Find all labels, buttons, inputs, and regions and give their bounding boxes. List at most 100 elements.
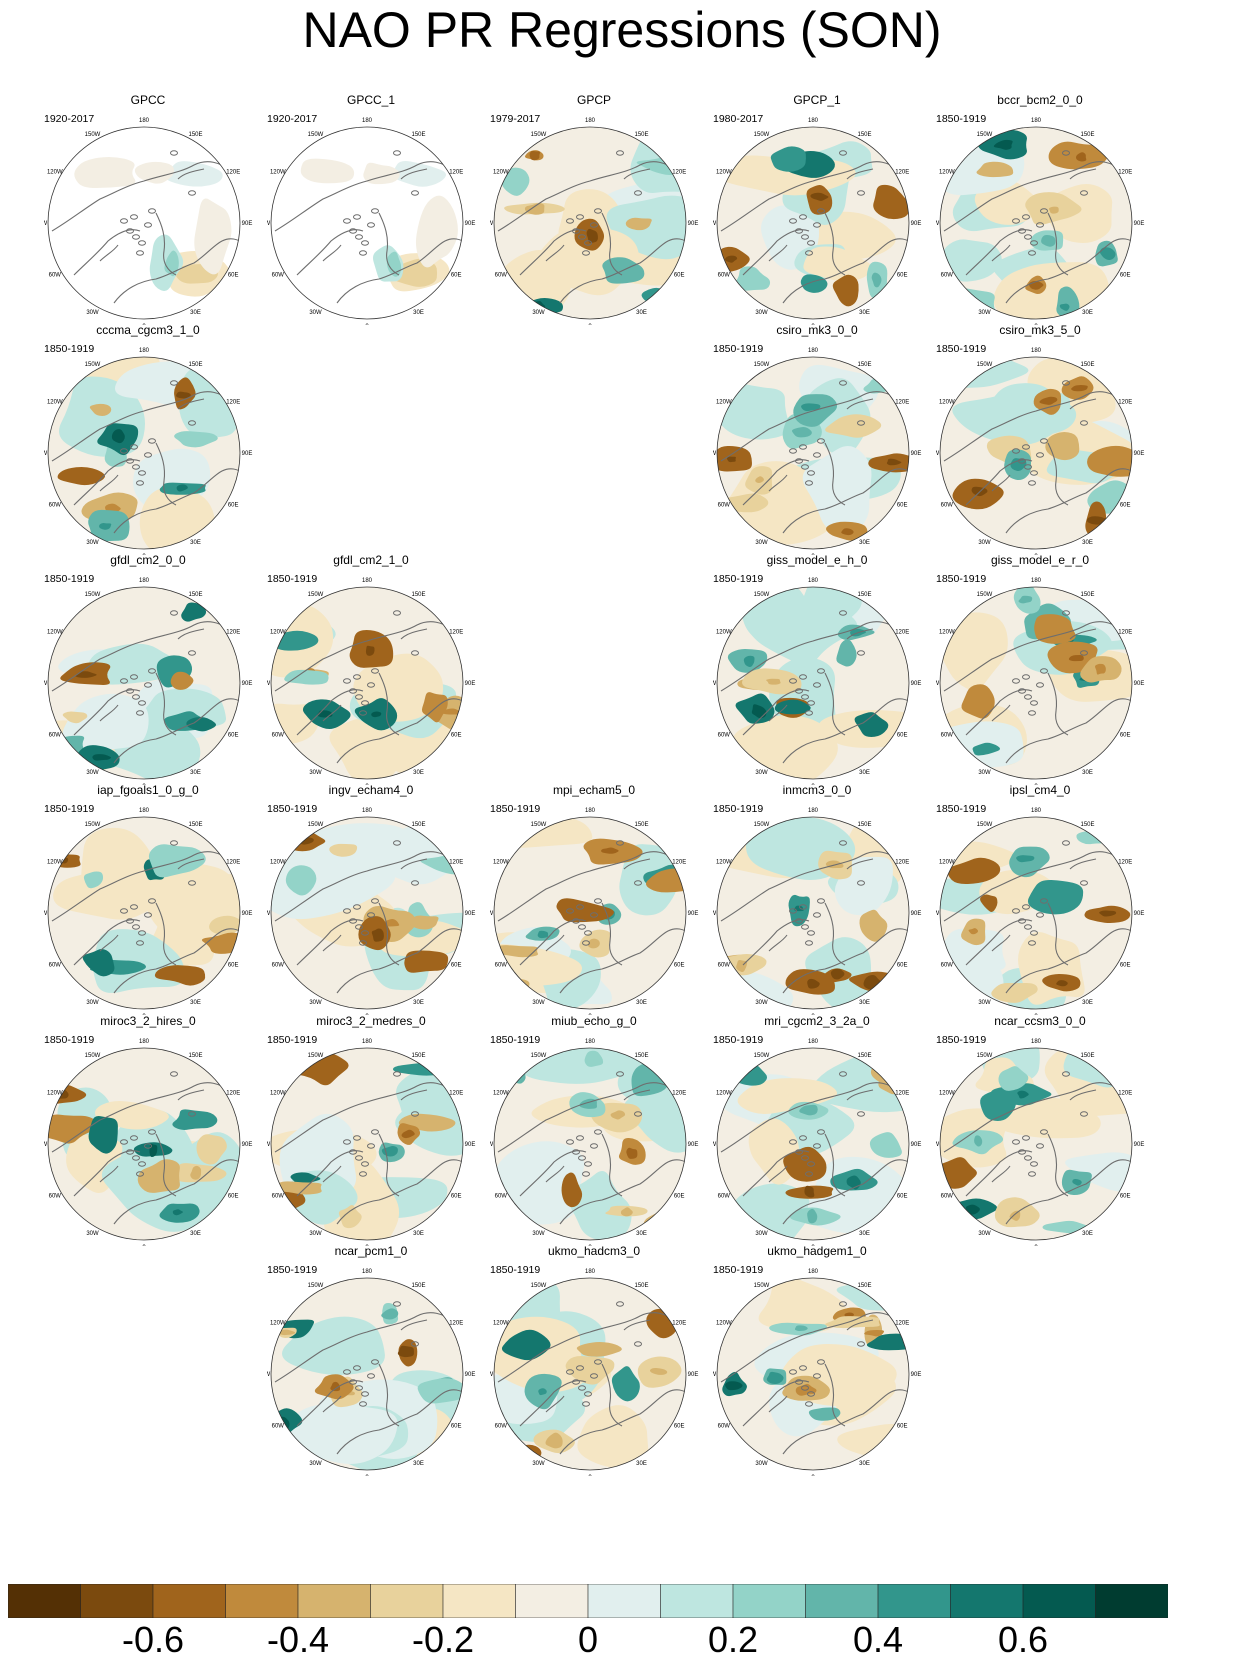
map-panel: GPCC_1 180 150W 150E 120W 120E 90W 90E 60W 60E 30W… [267, 93, 495, 325]
polar-map: 180 150W 150E 120W 120E 90W 90E 60W 60E 30W 30E 0 [713, 118, 921, 325]
coastline [73, 459, 141, 506]
anomaly-contour [75, 671, 97, 678]
coastline [343, 218, 351, 224]
coastline [559, 928, 686, 994]
coastline [634, 1111, 642, 1117]
longitude-label: 60W [495, 963, 508, 969]
longitude-label: 150W [531, 1283, 547, 1289]
map-border [716, 586, 910, 780]
coastline [296, 1380, 364, 1427]
anomaly-contour [725, 1381, 743, 1391]
longitude-label: 150W [85, 592, 101, 598]
coastline [817, 208, 825, 214]
longitude-label: 0 [811, 1475, 815, 1476]
longitude-label: 90E [688, 221, 699, 227]
anomaly-contour [1076, 830, 1112, 845]
anomaly-contour [832, 274, 859, 307]
coastline [991, 704, 1011, 722]
polar-map: 180 150W 150E 120W 120E 90W 90E 60W 60E 30W 30E 0 [490, 118, 699, 325]
coastline [742, 689, 810, 736]
coastline [943, 391, 1127, 462]
colorbar-tick-label: 0 [577, 1619, 599, 1660]
longitude-label: 180 [585, 118, 596, 124]
longitude-label: 120W [47, 1091, 63, 1097]
coastline [497, 1082, 681, 1153]
coastline [584, 1391, 592, 1397]
polar-map: 180 150W 150E 120W 120E 90W 90E 60W 60E 30W 30E 0 [490, 1039, 698, 1246]
panel-period: 1850-1919 [490, 803, 541, 815]
coastline [138, 930, 146, 936]
map-border [47, 356, 241, 550]
coastline [991, 244, 1011, 262]
longitude-label: 60E [897, 273, 908, 279]
coastline [99, 704, 119, 722]
coastline [322, 1395, 342, 1413]
coastline [623, 858, 651, 870]
longitude-label: 90E [465, 1372, 476, 1378]
colorbar-tick-label: 0.2 [707, 1619, 759, 1660]
anomaly-contour [1009, 1210, 1021, 1221]
panel-period: 1850-1919 [267, 1264, 318, 1276]
coastline [824, 1363, 846, 1427]
longitude-label: 60E [897, 963, 908, 969]
map-panel: gfdl_cm2_0_0 180 150W 150E 120W 120E 90W 90E 60W… [44, 553, 272, 785]
coastline [578, 924, 586, 930]
anomaly-contour [190, 1165, 202, 1180]
coastline [824, 212, 846, 276]
longitude-label: 120E [1118, 400, 1132, 406]
longitude-label: 150W [754, 822, 770, 828]
longitude-label: 150W [754, 1283, 770, 1289]
anomaly-contour [1068, 655, 1084, 662]
longitude-label: 150E [188, 132, 202, 138]
longitude-label: 150W [754, 1053, 770, 1059]
longitude-label: 120W [716, 400, 732, 406]
longitude-label: 60W [272, 273, 285, 279]
coastline [857, 1341, 865, 1347]
panel-title: mpi_echam5_0 [552, 783, 636, 797]
coastline [1028, 480, 1036, 486]
longitude-label: 90W [44, 451, 48, 457]
longitude-label: 120E [672, 170, 686, 176]
coastline [73, 689, 141, 736]
map-panel: iap_fgoals1_0_g_0 180 150W 150E 120W 120E 90W 9… [44, 783, 272, 1015]
anomaly-contour [942, 239, 1002, 282]
coastline [51, 1082, 235, 1153]
anomaly-contour [976, 161, 1014, 178]
longitude-label: 150W [308, 592, 324, 598]
coastline [411, 1111, 419, 1117]
anomaly-contour [968, 928, 979, 935]
coastline [519, 229, 587, 276]
coastline [144, 452, 152, 458]
coastline [378, 1363, 400, 1427]
polar-map: 180 150W 150E 120W 120E 90W 90E 60W 60E 30W 30E 0 [936, 808, 1144, 1015]
longitude-label: 150E [188, 592, 202, 598]
longitude-label: 30W [755, 310, 768, 316]
anomaly-contour [972, 742, 1001, 756]
panel-period: 1850-1919 [936, 803, 987, 815]
coastline [1018, 1149, 1026, 1155]
coastline [51, 621, 235, 692]
colorbar-tick-label: -0.4 [266, 1619, 330, 1660]
longitude-label: 90E [465, 681, 476, 687]
map-border [493, 126, 687, 320]
polar-map: 180 150W 150E 120W 120E 90W 90E 60W 60E 30W 30E 0 [713, 808, 921, 1015]
coastline [155, 212, 177, 276]
coastline [155, 1133, 177, 1197]
longitude-label: 150E [857, 132, 871, 138]
longitude-label: 90E [1134, 1142, 1145, 1148]
longitude-label: 0 [1034, 324, 1038, 325]
longitude-label: 180 [1031, 808, 1042, 814]
coastline [361, 700, 369, 706]
longitude-label: 120W [47, 170, 63, 176]
longitude-label: 30W [755, 1231, 768, 1237]
longitude-label: 180 [362, 1269, 373, 1275]
coastline [742, 229, 810, 276]
longitude-label: 90E [242, 681, 253, 687]
coastline [519, 1380, 587, 1427]
map-border [716, 1277, 910, 1471]
colorbar-tick-label: -0.6 [121, 1619, 185, 1660]
anomaly-contour [556, 898, 614, 923]
longitude-label: 120E [1118, 1091, 1132, 1097]
coastline [807, 1161, 815, 1167]
coastline [519, 919, 587, 966]
